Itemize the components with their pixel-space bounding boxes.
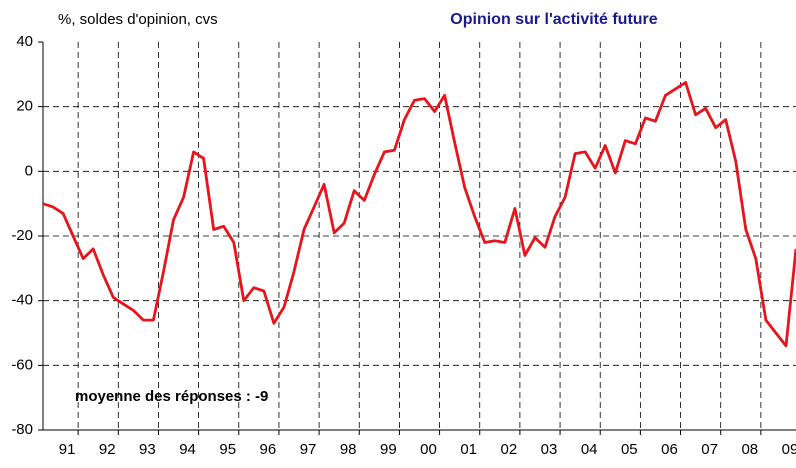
x-tick-label: 95 (219, 441, 236, 458)
x-tick-label: 08 (741, 441, 758, 458)
x-tick-label: 02 (500, 441, 517, 458)
chart-title: Opinion sur l'activité future (450, 11, 657, 28)
x-tick-label: 91 (59, 441, 76, 458)
y-tick-label: -80 (11, 421, 33, 438)
axis-label: %, soldes d'opinion, cvs (58, 11, 218, 28)
y-tick-label: 0 (25, 162, 33, 179)
x-tick-label: 92 (99, 441, 116, 458)
y-tick-label: -40 (11, 292, 33, 309)
x-tick-label: 09 (782, 441, 796, 458)
y-tick-label: -60 (11, 356, 33, 373)
x-tick-label: 04 (581, 441, 598, 458)
x-tick-label: 94 (179, 441, 196, 458)
y-tick-label: 20 (16, 98, 33, 115)
x-tick-label: 93 (139, 441, 156, 458)
x-tick-label: 01 (460, 441, 477, 458)
x-tick-label: 05 (621, 441, 638, 458)
y-tick-label: -20 (11, 227, 33, 244)
x-tick-label: 98 (340, 441, 357, 458)
x-tick-label: 06 (661, 441, 678, 458)
x-tick-label: 96 (260, 441, 277, 458)
annotation: moyenne des réponses : -9 (75, 388, 268, 405)
data-line (42, 81, 796, 348)
x-tick-label: 00 (420, 441, 437, 458)
x-tick-label: 07 (701, 441, 718, 458)
x-tick-label: 99 (380, 441, 397, 458)
y-tick-label: 40 (16, 33, 33, 50)
x-tick-label: 97 (300, 441, 317, 458)
x-tick-label: 03 (541, 441, 558, 458)
